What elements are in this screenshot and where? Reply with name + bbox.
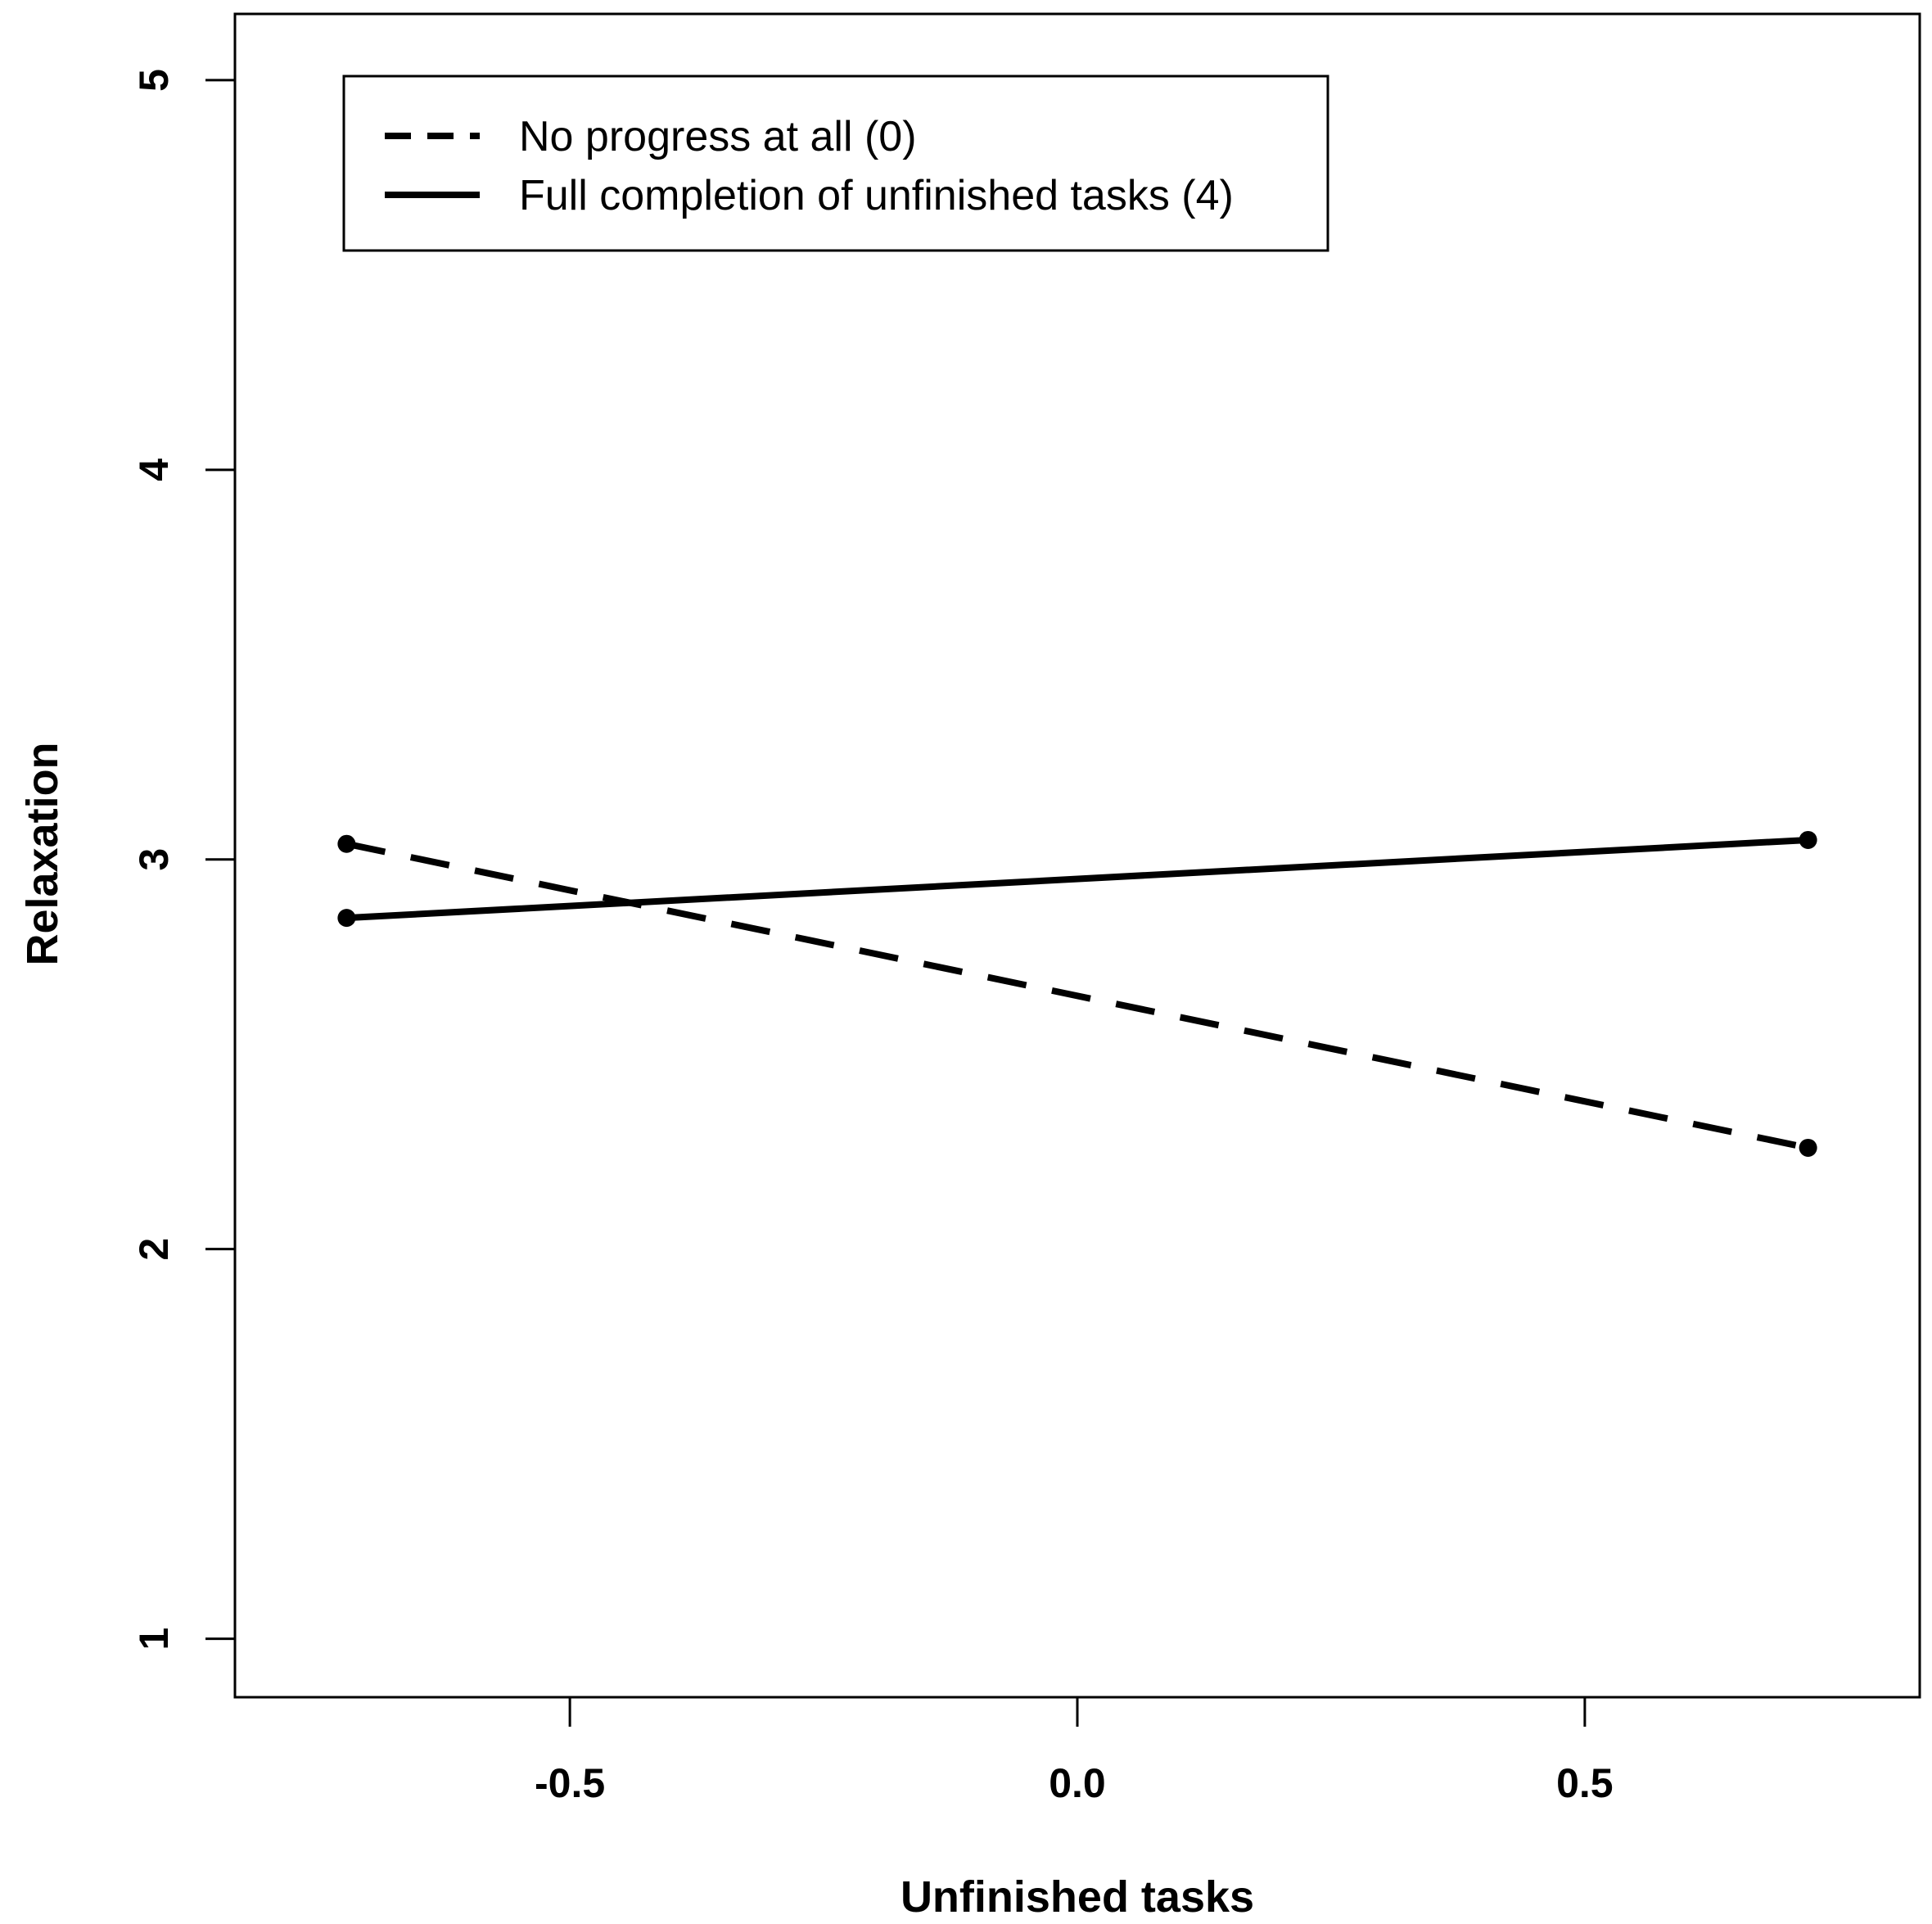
x-axis-ticks: -0.5 0.0 0.5 — [535, 1697, 1614, 1806]
series-0-point — [1799, 1138, 1817, 1157]
y-tick-label: 5 — [131, 69, 177, 92]
x-tick-label: -0.5 — [535, 1760, 605, 1806]
x-axis-title: Unfinished tasks — [901, 1872, 1254, 1922]
y-tick-label: 1 — [131, 1628, 177, 1651]
series-1-point — [1799, 830, 1817, 849]
y-tick-label: 3 — [131, 848, 177, 871]
series-0-point — [337, 834, 356, 853]
x-tick-label: 0.0 — [1049, 1760, 1106, 1806]
legend-entry-0: No progress at all (0) — [519, 113, 917, 160]
x-tick-label: 0.5 — [1556, 1760, 1614, 1806]
y-axis-title: Relaxation — [18, 742, 67, 965]
series-layer — [337, 830, 1817, 1157]
series-line-1 — [346, 836, 1808, 922]
legend-box — [342, 75, 1329, 252]
series-line-0 — [345, 840, 1809, 1151]
series-1-point — [337, 909, 356, 928]
legend: No progress at all (0) Full completion o… — [342, 75, 1329, 252]
y-tick-label: 4 — [131, 458, 177, 481]
y-axis-ticks: 1 2 3 4 5 — [131, 69, 235, 1651]
y-tick-label: 2 — [131, 1238, 177, 1261]
legend-entry-1: Full completion of unfinished tasks (4) — [519, 172, 1234, 219]
